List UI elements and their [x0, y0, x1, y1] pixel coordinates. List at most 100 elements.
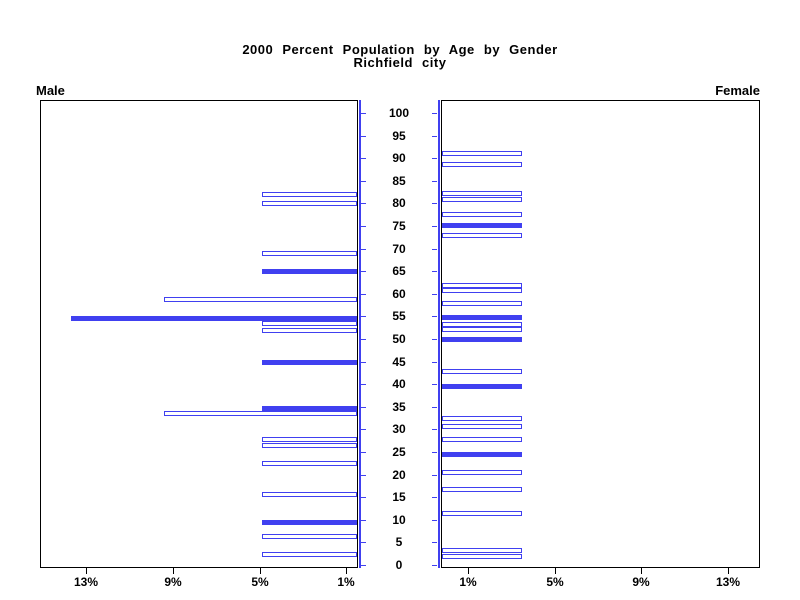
- female-age-tick: [432, 429, 437, 430]
- male-pct-tick: [86, 568, 87, 574]
- age-axis-label: 60: [392, 287, 406, 301]
- male-bar: [262, 201, 357, 206]
- female-bar: [442, 337, 522, 342]
- female-bar: [442, 191, 522, 196]
- female-bar: [442, 212, 522, 217]
- female-bar: [442, 554, 522, 559]
- female-panel: [441, 100, 760, 568]
- female-pct-tick: [641, 568, 642, 574]
- age-axis-label: 10: [392, 513, 406, 527]
- male-age-axis: [359, 100, 361, 568]
- male-age-tick: [361, 271, 366, 272]
- male-pct-label: 13%: [73, 575, 99, 589]
- age-axis-label: 85: [392, 174, 406, 188]
- age-axis-label: 40: [392, 377, 406, 391]
- female-pct-label: 1%: [459, 575, 477, 589]
- age-axis-label: 55: [392, 309, 406, 323]
- male-age-tick: [361, 203, 366, 204]
- age-axis-label: 75: [392, 219, 406, 233]
- female-pct-label: 9%: [632, 575, 650, 589]
- age-axis-label: 20: [392, 468, 406, 482]
- age-axis-label: 35: [392, 400, 406, 414]
- male-bar: [164, 297, 357, 302]
- female-bar: [442, 301, 522, 306]
- female-age-tick: [432, 294, 437, 295]
- age-axis-label: 90: [392, 151, 406, 165]
- male-age-tick: [361, 565, 366, 566]
- female-bar: [442, 327, 522, 332]
- female-age-tick: [432, 520, 437, 521]
- female-age-tick: [432, 271, 437, 272]
- female-bar: [442, 233, 522, 238]
- male-age-tick: [361, 362, 366, 363]
- female-age-tick: [432, 158, 437, 159]
- male-age-tick: [361, 520, 366, 521]
- male-bar: [262, 251, 357, 256]
- male-bar: [262, 321, 357, 326]
- male-bar: [262, 552, 357, 557]
- female-bar: [442, 283, 522, 288]
- female-bar: [442, 384, 522, 389]
- female-pct-tick: [728, 568, 729, 574]
- female-age-tick: [432, 203, 437, 204]
- female-bar: [442, 197, 522, 202]
- female-bar: [442, 452, 522, 457]
- male-bar: [71, 316, 357, 321]
- male-age-tick: [361, 181, 366, 182]
- male-pct-tick: [346, 568, 347, 574]
- male-age-tick: [361, 384, 366, 385]
- female-bar: [442, 548, 522, 553]
- male-age-tick: [361, 497, 366, 498]
- age-axis-label: 95: [392, 129, 406, 143]
- age-axis-label: 70: [392, 242, 406, 256]
- male-age-tick: [361, 136, 366, 137]
- male-pct-label: 5%: [251, 575, 269, 589]
- male-bar: [262, 534, 357, 539]
- male-bar: [262, 520, 357, 525]
- male-pct-label: 9%: [164, 575, 182, 589]
- female-age-tick: [432, 136, 437, 137]
- male-bar: [262, 406, 357, 411]
- female-age-tick: [432, 565, 437, 566]
- age-axis-label: 50: [392, 332, 406, 346]
- male-bar: [262, 269, 357, 274]
- chart-subtitle: Richfield city: [353, 55, 447, 70]
- male-bar: [262, 328, 357, 333]
- male-bar: [262, 192, 357, 197]
- chart-title: 2000 Percent Population by Age by Gender: [242, 42, 558, 57]
- male-age-tick: [361, 249, 366, 250]
- age-axis-label: 100: [388, 106, 410, 120]
- age-axis-label: 5: [395, 535, 403, 549]
- age-axis-label: 15: [392, 490, 406, 504]
- age-axis-label: 80: [392, 196, 406, 210]
- male-age-tick: [361, 407, 366, 408]
- male-bar: [262, 461, 357, 466]
- female-age-tick: [432, 497, 437, 498]
- male-bar: [164, 411, 357, 416]
- male-age-tick: [361, 316, 366, 317]
- male-age-tick: [361, 452, 366, 453]
- male-pct-label: 1%: [337, 575, 355, 589]
- male-age-tick: [361, 475, 366, 476]
- female-age-tick: [432, 113, 437, 114]
- female-age-tick: [432, 249, 437, 250]
- female-bar: [442, 416, 522, 421]
- male-age-tick: [361, 158, 366, 159]
- female-pct-tick: [555, 568, 556, 574]
- female-bar: [442, 288, 522, 293]
- female-age-tick: [432, 226, 437, 227]
- female-panel-label: Female: [715, 83, 760, 98]
- female-bar: [442, 151, 522, 156]
- age-axis-label: 25: [392, 445, 406, 459]
- female-bar: [442, 470, 522, 475]
- female-age-tick: [432, 384, 437, 385]
- age-axis-label: 45: [392, 355, 406, 369]
- male-bar: [262, 437, 357, 442]
- female-bar: [442, 162, 522, 167]
- male-bar: [262, 443, 357, 448]
- male-age-tick: [361, 226, 366, 227]
- female-bar: [442, 437, 522, 442]
- female-bar: [442, 511, 522, 516]
- female-age-tick: [432, 452, 437, 453]
